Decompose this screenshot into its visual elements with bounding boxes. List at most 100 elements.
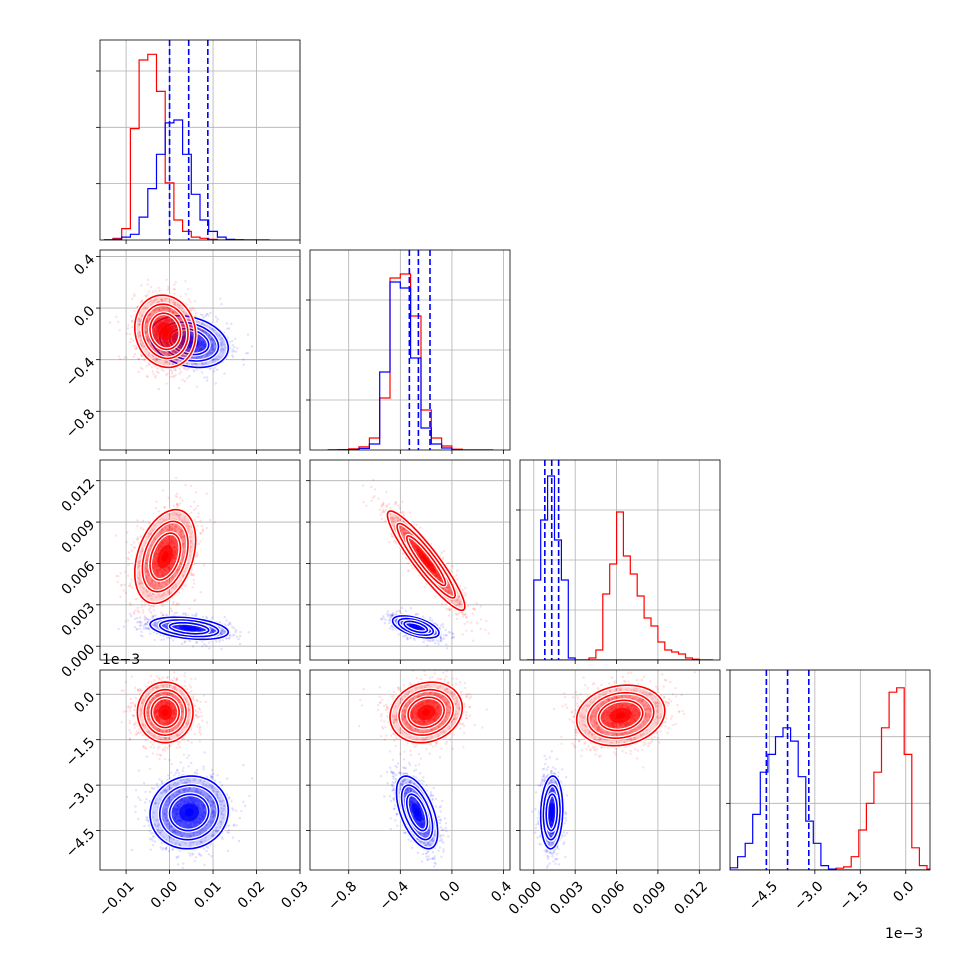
sample-point: [200, 348, 204, 351]
sample-point: [179, 295, 182, 298]
sample-point: [156, 339, 159, 342]
sample-point: [225, 636, 229, 640]
sample-point: [174, 327, 177, 330]
sample-point: [163, 297, 166, 300]
sample-point: [180, 642, 184, 646]
sample-point: [210, 345, 213, 349]
sample-point: [126, 531, 129, 534]
sample-point: [165, 316, 168, 320]
sample-point: [168, 340, 171, 343]
sample-point: [181, 499, 184, 502]
sample-point: [143, 604, 146, 607]
sample-point: [199, 627, 202, 630]
sample-point: [143, 359, 146, 362]
sample-point: [203, 328, 207, 332]
sample-point: [155, 359, 158, 362]
sample-point: [176, 505, 179, 508]
sample-point: [209, 337, 212, 341]
sample-point: [191, 363, 194, 366]
sample-point: [211, 348, 215, 351]
sample-point: [154, 357, 158, 361]
sample-point: [206, 353, 209, 356]
sample-point: [183, 326, 186, 330]
sample-point: [179, 344, 183, 347]
sample-point: [199, 344, 202, 347]
sample-point: [138, 616, 142, 619]
sample-point: [189, 325, 192, 328]
sample-point: [170, 342, 173, 345]
sample-point: [152, 327, 155, 331]
sample-point: [165, 318, 168, 322]
sample-point: [140, 315, 144, 318]
sample-point: [191, 614, 194, 617]
sample-point: [161, 316, 164, 320]
sample-point: [157, 510, 160, 513]
sample-point: [137, 317, 140, 321]
sample-point: [154, 376, 157, 379]
sample-point: [157, 308, 161, 312]
sample-point: [134, 617, 137, 620]
sample-point: [167, 318, 170, 322]
sample-point: [123, 356, 126, 359]
sample-point: [167, 352, 170, 356]
sample-point: [149, 285, 153, 289]
sample-point: [205, 332, 208, 335]
sample-point: [151, 614, 154, 617]
sample-point: [171, 324, 174, 327]
sample-point: [214, 315, 218, 319]
sample-point: [127, 551, 131, 554]
sample-point: [174, 324, 178, 327]
sample-point: [188, 323, 191, 326]
sample-point: [154, 335, 157, 339]
sample-point: [179, 316, 182, 320]
sample-point: [164, 360, 167, 363]
sample-point: [200, 524, 204, 528]
sample-point: [139, 366, 143, 370]
sample-point: [172, 288, 176, 291]
sample-point: [115, 315, 118, 319]
sample-point: [191, 334, 194, 337]
sample-point: [200, 340, 203, 343]
sample-point: [132, 355, 136, 358]
sample-point: [175, 328, 178, 331]
sample-point: [168, 352, 171, 355]
sample-point: [170, 318, 173, 321]
panel-frame: [99, 249, 301, 451]
sample-point: [167, 287, 170, 290]
sample-point: [155, 349, 158, 352]
sample-point: [144, 307, 147, 310]
sample-point: [136, 525, 139, 528]
sample-point: [150, 623, 154, 626]
sample-point: [153, 336, 156, 339]
sample-point: [210, 336, 213, 340]
sample-point: [122, 625, 126, 628]
sample-point: [206, 324, 209, 327]
sample-point: [202, 340, 205, 343]
sample-point: [195, 385, 198, 388]
sample-point: [179, 348, 182, 351]
sample-point: [162, 306, 166, 309]
sample-point: [174, 338, 177, 341]
sample-point: [115, 574, 118, 578]
sample-point: [173, 336, 176, 339]
sample-point: [175, 503, 179, 506]
sample-point: [198, 344, 201, 347]
sample-point: [154, 337, 158, 340]
sample-point: [214, 359, 217, 363]
sample-point: [154, 323, 157, 326]
sample-point: [215, 332, 218, 335]
sample-point: [172, 639, 175, 642]
sample-point: [147, 340, 151, 343]
sample-point: [165, 278, 168, 281]
sample-point: [173, 333, 176, 336]
sample-point: [157, 320, 160, 323]
sample-point: [172, 341, 175, 344]
sample-point: [209, 349, 212, 352]
sample-point: [152, 329, 155, 332]
sample-point: [219, 632, 223, 635]
sample-point: [159, 321, 162, 324]
sample-point: [211, 348, 215, 351]
sample-point: [172, 330, 176, 333]
sample-point: [225, 619, 228, 622]
sample-point: [190, 331, 193, 334]
